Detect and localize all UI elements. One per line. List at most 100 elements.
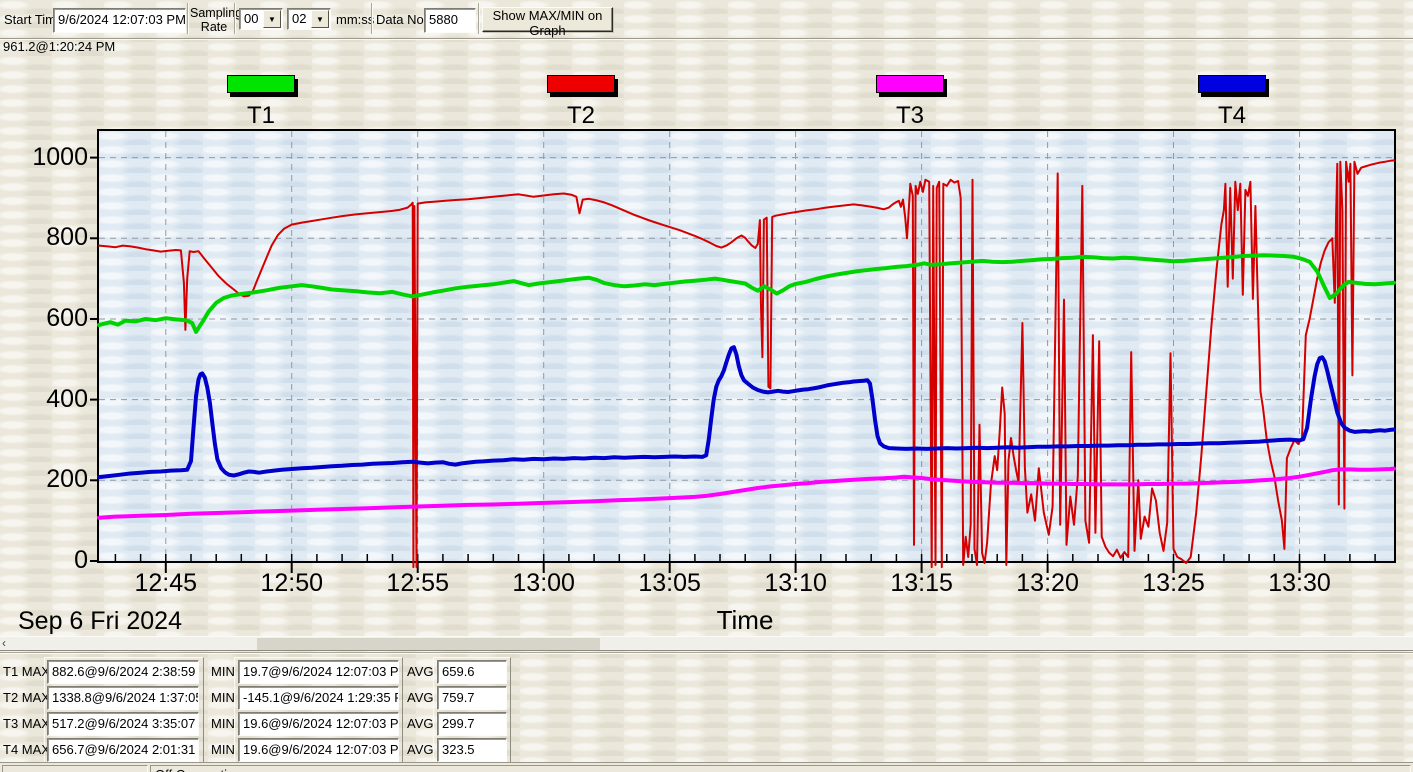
t2-legend-swatch [547,75,615,93]
t2-max-field[interactable]: 1338.8@9/6/2024 1:37:05 PM [47,686,199,710]
dropdown-arrow-icon[interactable]: ▼ [311,10,329,28]
t4-max-label: T4 MAX [3,742,50,757]
x-tick-label: 12:50 [260,569,324,597]
t3-max-field-value: 517.2@9/6/2024 3:35:07 PM [52,716,198,731]
t4-avg-label: AVG [407,742,434,757]
data-no-input[interactable]: 5880 [424,8,476,33]
y-tick-label: 0 [74,546,88,574]
y-tick-label: 400 [46,384,88,413]
t1-max-field-value: 882.6@9/6/2024 2:38:59 PM [52,664,198,679]
x-tick-label: 13:30 [1268,569,1331,597]
t4-avg-field[interactable]: 323.5 [437,738,507,762]
t2-min-field-value: -145.1@9/6/2024 1:29:35 PM [243,690,398,705]
t1-min-field[interactable]: 19.7@9/6/2024 12:07:03 PM [238,660,399,684]
dropdown-arrow-icon[interactable]: ▼ [263,10,281,28]
t4-max-field[interactable]: 656.7@9/6/2024 2:01:31 PM [47,738,199,762]
sampling-rate-label: Sampling Rate [190,6,243,34]
t1-avg-field-value: 659.6 [442,664,475,679]
sampling-rate-minutes-value: 00 [244,11,259,26]
x-tick-label: 13:10 [764,569,827,597]
t3-legend-label: T3 [895,102,924,129]
y-tick-label: 600 [46,303,88,332]
series-line-t1 [97,253,1396,334]
x-tick-label: 12:45 [134,569,198,597]
legend-item-t3: T3 [840,75,980,129]
status-bar: Off Connection [0,762,1413,772]
t1-max-field[interactable]: 882.6@9/6/2024 2:38:59 PM [47,660,199,684]
t4-avg-field-value: 323.5 [442,742,475,757]
t3-min-label: MIN [211,716,235,731]
show-maxmin-button[interactable]: Show MAX/MIN on Graph [482,7,613,38]
t2-avg-field[interactable]: 759.7 [437,686,507,710]
data-no-value: 5880 [429,12,458,27]
x-tick-label: 13:05 [638,569,701,597]
start-time-input[interactable]: 9/6/2024 12:07:03 PM [53,8,186,33]
date-label: Sep 6 Fri 2024 [18,607,182,635]
connection-status: Off Connection [151,767,241,772]
t3-avg-label: AVG [407,716,434,731]
t1-min-field-value: 19.7@9/6/2024 12:07:03 PM [243,664,398,679]
t1-max-label: T1 MAX [3,664,50,679]
legend-item-t4: T4 [1162,75,1302,129]
t1-min-label: MIN [211,664,235,679]
status-cell-empty [2,765,148,772]
t2-min-field[interactable]: -145.1@9/6/2024 1:29:35 PM [238,686,399,710]
t2-max-label: T2 MAX [3,690,50,705]
t2-min-label: MIN [211,690,235,705]
t4-legend-swatch [1198,75,1266,93]
start-time-value: 9/6/2024 12:07:03 PM [58,12,185,27]
sampling-rate-seconds-value: 02 [292,11,307,26]
x-axis-title: Time [716,605,774,635]
t4-min-field-value: 19.6@9/6/2024 12:07:03 PM [243,742,398,757]
chart-horizontal-scrollbar[interactable]: ‹ [0,636,1413,651]
data-no-label: Data No. [376,12,428,27]
t3-min-field[interactable]: 19.6@9/6/2024 12:07:03 PM [238,712,399,736]
t4-legend-label: T4 [1217,102,1246,129]
t3-avg-field[interactable]: 299.7 [437,712,507,736]
t2-legend-label: T2 [566,102,595,129]
sampling-rate-minutes-select[interactable]: 00 ▼ [239,8,283,30]
y-tick-label: 200 [46,465,88,494]
t1-avg-label: AVG [407,664,434,679]
x-tick-label: 13:00 [512,569,575,597]
t3-max-label: T3 MAX [3,716,50,731]
legend-item-t2: T2 [511,75,651,129]
series-line-t3 [97,466,1396,520]
t2-max-field-value: 1338.8@9/6/2024 1:37:05 PM [52,690,198,705]
x-tick-label: 13:15 [890,569,953,597]
t3-avg-field-value: 299.7 [442,716,475,731]
sampling-rate-seconds-select[interactable]: 02 ▼ [287,8,331,30]
cursor-readout: 961.2@1:20:24 PM [3,39,116,54]
series-line-t4 [97,345,1396,480]
t1-legend-swatch [227,75,295,93]
toolbar: Start Time 9/6/2024 12:07:03 PM Sampling… [0,0,1413,39]
toolbar-separator [371,3,372,34]
toolbar-separator [478,3,479,34]
t3-max-field[interactable]: 517.2@9/6/2024 3:35:07 PM [47,712,199,736]
t3-min-field-value: 19.6@9/6/2024 12:07:03 PM [243,716,398,731]
x-tick-label: 12:55 [386,569,449,597]
divider [0,652,1413,653]
x-tick-label: 13:20 [1016,569,1079,597]
t4-min-label: MIN [211,742,235,757]
toolbar-separator [234,3,235,34]
scrollbar-thumb[interactable] [257,638,600,650]
y-tick-label: 1000 [32,142,88,171]
t2-avg-field-value: 759.7 [442,690,475,705]
series-line-t2 [98,159,1395,569]
toolbar-separator [187,3,188,34]
scrollbar-left-arrow-icon[interactable]: ‹ [2,636,6,650]
status-cell-connection: Off Connection [150,765,1411,772]
legend-item-t1: T1 [191,75,331,129]
t2-avg-label: AVG [407,690,434,705]
t4-max-field-value: 656.7@9/6/2024 2:01:31 PM [52,742,198,757]
t1-avg-field[interactable]: 659.6 [437,660,507,684]
t3-legend-swatch [876,75,944,93]
t4-min-field[interactable]: 19.6@9/6/2024 12:07:03 PM [238,738,399,762]
start-time-label: Start Time [4,12,64,27]
chart-canvas[interactable] [90,131,1396,573]
x-tick-label: 13:25 [1142,569,1205,597]
t1-legend-label: T1 [246,102,275,129]
plot-area[interactable] [90,129,1396,573]
